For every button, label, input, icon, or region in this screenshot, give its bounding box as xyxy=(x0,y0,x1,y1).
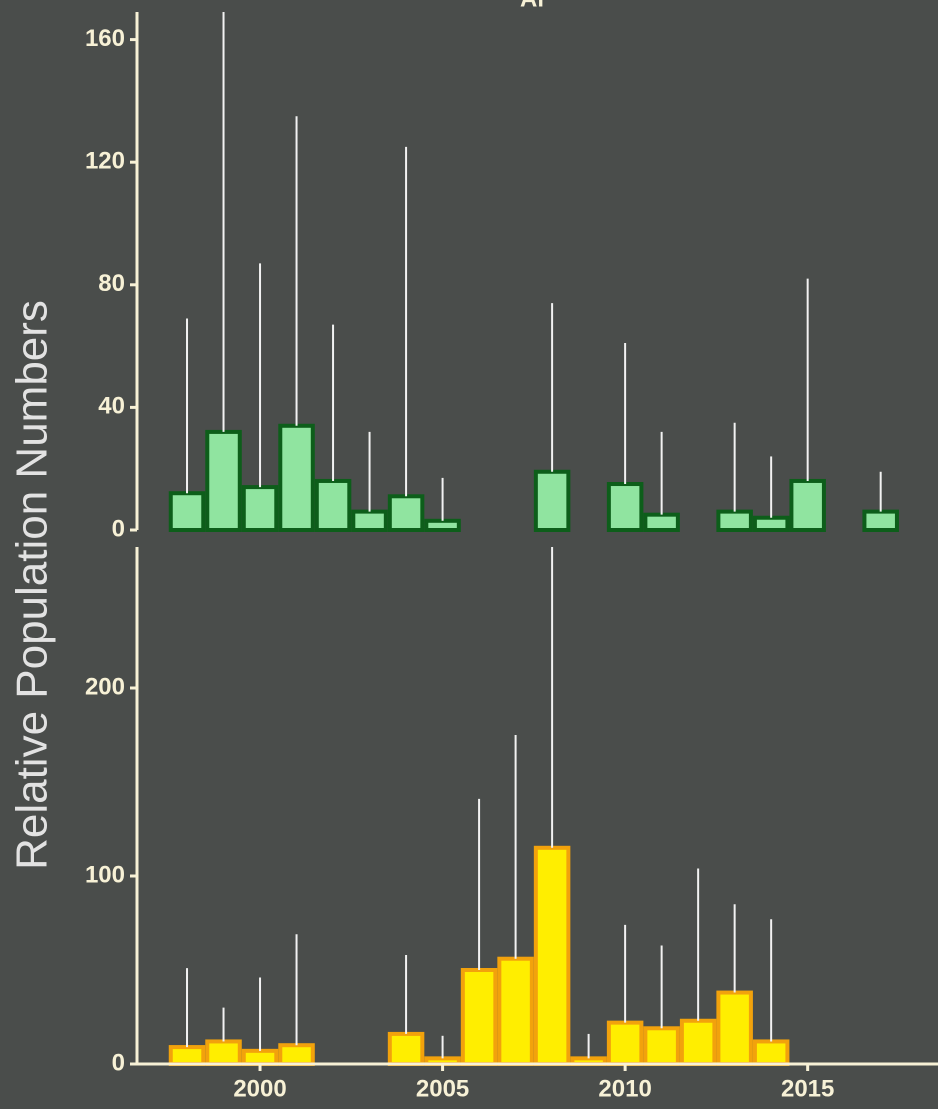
bar xyxy=(426,521,459,530)
bar xyxy=(718,512,751,530)
bar xyxy=(171,1047,204,1064)
bar xyxy=(682,1021,715,1064)
bar xyxy=(536,472,569,530)
bar xyxy=(755,1041,788,1064)
bar xyxy=(207,1041,240,1064)
y-tick-label: 40 xyxy=(98,393,125,420)
bar xyxy=(244,1051,277,1064)
chart: Al Relative Population Numbers 0 40 80 120 1… xyxy=(0,0,938,1109)
bar xyxy=(718,993,751,1064)
bar xyxy=(755,518,788,530)
y-tick-label: 100 xyxy=(85,861,125,888)
bar xyxy=(463,970,496,1064)
bar xyxy=(280,1045,313,1064)
bar xyxy=(353,512,386,530)
background xyxy=(0,0,938,1109)
bar xyxy=(207,432,240,530)
bar xyxy=(645,515,678,530)
y-tick-label: 120 xyxy=(85,148,125,175)
y-tick-label: 0 xyxy=(112,515,125,542)
bar xyxy=(390,496,423,530)
bar xyxy=(171,493,204,530)
y-tick-label: 160 xyxy=(85,25,125,52)
x-tick-label: 2010 xyxy=(598,1075,651,1102)
bar xyxy=(390,1034,423,1064)
chart-title: Al xyxy=(520,0,544,12)
bar xyxy=(317,481,350,530)
bar xyxy=(609,484,642,530)
bar xyxy=(536,848,569,1064)
bar xyxy=(244,487,277,530)
x-tick-label: 2005 xyxy=(416,1075,469,1102)
x-tick-label: 2000 xyxy=(233,1075,286,1102)
x-tick-label: 2015 xyxy=(781,1075,834,1102)
bar xyxy=(645,1028,678,1064)
y-axis-label: Relative Population Numbers xyxy=(8,300,57,870)
bar xyxy=(791,481,824,530)
bar xyxy=(864,512,897,530)
bar xyxy=(499,959,532,1064)
bar xyxy=(280,426,313,530)
y-tick-label: 80 xyxy=(98,270,125,297)
bar xyxy=(609,1023,642,1064)
y-tick-label: 200 xyxy=(85,673,125,700)
y-tick-label: 0 xyxy=(112,1049,125,1076)
